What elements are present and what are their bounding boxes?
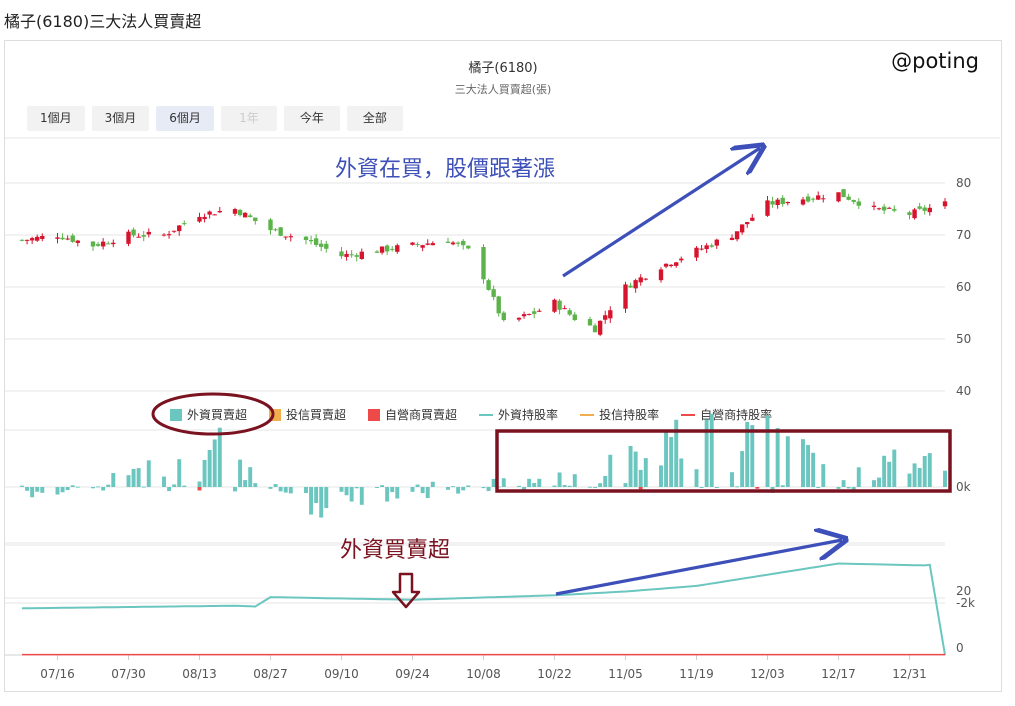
legend-label: 外資持股率 <box>498 408 559 422</box>
range-button-1y: 1年 <box>220 106 277 131</box>
legend-item-foreign-net[interactable]: 外資買賣超 <box>170 406 247 423</box>
legend-label: 自營商持股率 <box>700 408 773 422</box>
legend-label: 投信買賣超 <box>286 408 347 422</box>
range-button-ytd[interactable]: 今年 <box>283 106 340 131</box>
legend-item-trust-net[interactable]: 投信買賣超 <box>269 406 346 423</box>
legend-label: 投信持股率 <box>599 408 660 422</box>
legend-swatch <box>368 408 381 421</box>
legend-item-trust-ratio[interactable]: 投信持股率 <box>580 406 659 423</box>
chart-card: 橘子(6180) 三大法人買賣超(張) @poting 1個月 3個月 6個月 … <box>4 40 1002 692</box>
watermark-text: @poting <box>891 49 979 73</box>
legend-item-dealer-ratio[interactable]: 自營商持股率 <box>681 406 772 423</box>
range-button-all[interactable]: 全部 <box>346 106 403 131</box>
page-title: 橘子(6180)三大法人買賣超 <box>4 12 202 31</box>
range-button-3m[interactable]: 3個月 <box>91 106 150 131</box>
legend-swatch <box>479 413 494 416</box>
legend-item-foreign-ratio[interactable]: 外資持股率 <box>479 406 558 423</box>
range-button-6m[interactable]: 6個月 <box>156 106 214 131</box>
legend-swatch <box>170 408 182 421</box>
chart-legend: 外資買賣超 投信買賣超 自營商買賣超 外資持股率 投信持股率 自營商持股率 <box>170 406 772 423</box>
range-selector: 1個月 3個月 6個月 1年 今年 全部 <box>27 106 403 131</box>
legend-swatch <box>580 413 595 416</box>
legend-label: 自營商買賣超 <box>385 408 458 422</box>
chart-subtitle: 三大法人買賣超(張) <box>454 83 552 96</box>
range-button-1m[interactable]: 1個月 <box>27 106 85 131</box>
chart-title: 橘子(6180) <box>468 61 538 76</box>
legend-item-dealer-net[interactable]: 自營商買賣超 <box>368 406 457 423</box>
legend-swatch <box>681 413 696 416</box>
legend-swatch <box>269 408 282 421</box>
legend-label: 外資買賣超 <box>187 408 248 422</box>
